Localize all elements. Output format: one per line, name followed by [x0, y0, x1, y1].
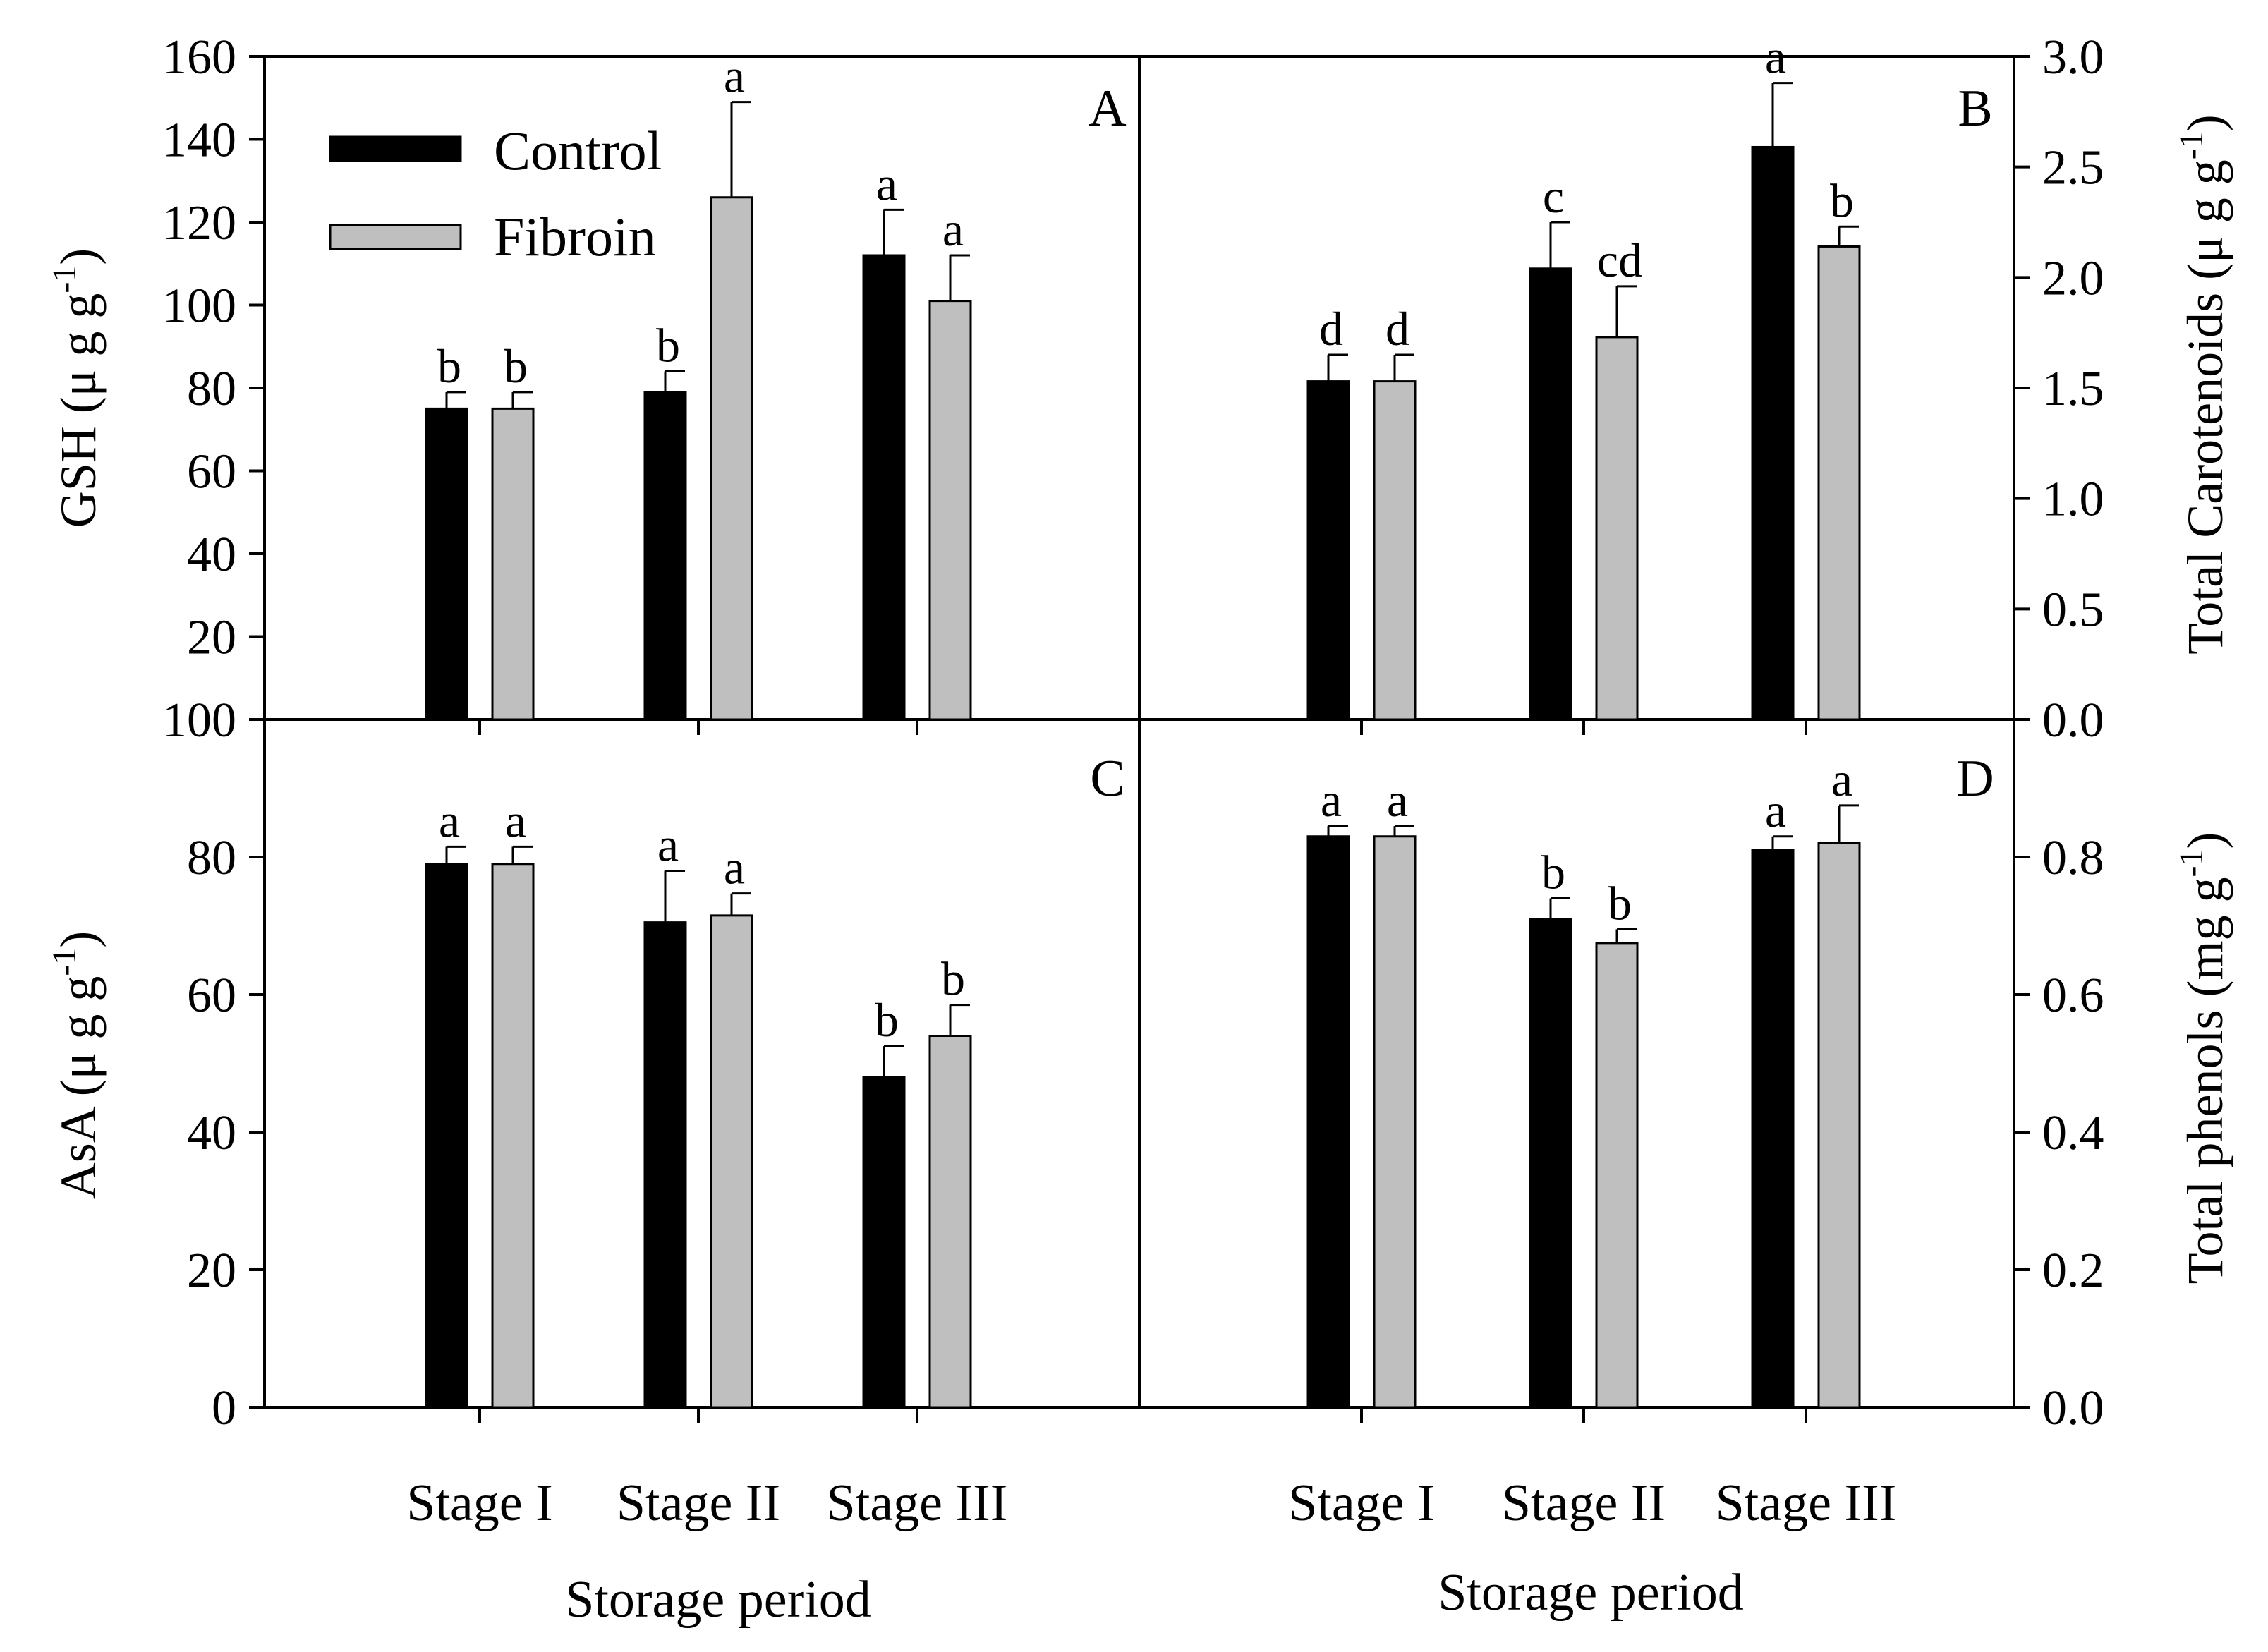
panel-c-ytick-label: 100 — [162, 693, 236, 748]
panel-a-bar-control — [643, 391, 687, 721]
panel-b-bar-control — [1306, 380, 1350, 721]
panel-d-frame — [1138, 718, 2015, 1409]
panel-d-ytick-label: 0.2 — [2042, 1244, 2104, 1298]
panel-a-bar-fibroin — [491, 407, 535, 721]
panel-b-ytick-label: 0.0 — [2042, 693, 2104, 748]
panel-d-significance-letter: a — [1765, 784, 1786, 837]
panel-b-ytick-label: 1.5 — [2042, 362, 2104, 416]
panel-a-ytick-label: 140 — [162, 114, 236, 168]
panel-d-ytick-label: 0.0 — [2042, 1381, 2104, 1435]
panel-d-significance-letter: a — [1831, 753, 1852, 806]
panel-b-significance-letter: cd — [1597, 233, 1642, 287]
panel-c-letter: C — [1090, 750, 1124, 808]
panel-b-letter: B — [1958, 80, 1992, 138]
panel-a-letter: A — [1088, 80, 1126, 138]
panel-c-category-label: Stage II — [617, 1474, 780, 1532]
panel-a-bar-fibroin — [710, 196, 753, 721]
panel-b-significance-letter: b — [1830, 174, 1854, 227]
panel-a-significance-letter: b — [437, 339, 461, 393]
panel-b-significance-letter: a — [1765, 30, 1786, 84]
panel-b-ytick-label: 3.0 — [2042, 30, 2104, 85]
panel-d-bar-fibroin — [1373, 835, 1417, 1409]
panel-c-bar-control — [425, 863, 468, 1409]
panel-a-significance-letter: b — [504, 339, 528, 393]
panel-c-ytick-label: 40 — [187, 1106, 236, 1160]
panel-b-ytick-label: 2.5 — [2042, 141, 2104, 195]
legend-control-label: Control — [494, 120, 662, 181]
panel-c-category-label: Stage I — [406, 1474, 553, 1532]
panel-c-bar-control — [643, 921, 687, 1409]
panel-c-ytick-label: 80 — [187, 831, 236, 885]
panel-d-ylabel: Total phenols (mg g-1) — [2173, 832, 2233, 1284]
panel-d-category-label: Stage I — [1288, 1474, 1435, 1532]
panel-a-ytick-label: 120 — [162, 196, 236, 250]
panel-b-significance-letter: d — [1319, 302, 1343, 356]
panel-a-bar-control — [862, 254, 906, 721]
panel-d-bar-control — [1306, 835, 1350, 1409]
panel-a-significance-letter: a — [876, 157, 897, 210]
panel-c-significance-letter: a — [439, 794, 460, 847]
panel-a-ytick-label: 40 — [187, 528, 236, 582]
panel-b-bar-fibroin — [1817, 245, 1861, 721]
panel-a-ytick-label: 100 — [162, 279, 236, 334]
panel-b-ylabel: Total Carotenoids (μ g g-1) — [2173, 114, 2233, 654]
panel-c-bar-fibroin — [928, 1035, 972, 1409]
panel-c-ytick-label: 20 — [187, 1244, 236, 1298]
panel-d-significance-letter: a — [1387, 773, 1408, 827]
panel-a-significance-letter: b — [656, 319, 680, 372]
panel-d-ytick-label: 0.6 — [2042, 968, 2104, 1023]
panel-c-ytick-label: 0 — [212, 1381, 236, 1435]
panel-c-category-label: Stage III — [827, 1474, 1008, 1532]
panel-d-category-label: Stage III — [1716, 1474, 1897, 1532]
panel-b-bar-fibroin — [1373, 380, 1417, 721]
panel-d-bar-fibroin — [1595, 942, 1639, 1409]
panel-b-significance-letter: d — [1385, 302, 1409, 356]
panel-a-ylabel: GSH (μ g g-1) — [46, 248, 107, 528]
panel-a-bar-fibroin — [928, 300, 972, 721]
panel-a-bar-control — [425, 407, 468, 721]
panel-d-significance-letter: b — [1608, 876, 1632, 930]
right-xlabel: Storage period — [1438, 1564, 1744, 1622]
panel-c-significance-letter: b — [941, 952, 965, 1006]
panel-d-significance-letter: a — [1321, 773, 1342, 827]
panel-d-bar-control — [1529, 918, 1572, 1409]
panel-b-ytick-label: 2.0 — [2042, 251, 2104, 305]
panel-c-ytick-label: 60 — [187, 968, 236, 1023]
panel-a-ytick-label: 80 — [187, 362, 236, 416]
legend-control-swatch — [329, 135, 462, 162]
panel-a-ytick-label: 20 — [187, 611, 236, 665]
panel-c-significance-letter: a — [724, 841, 745, 894]
panel-a-ytick-label: 160 — [162, 30, 236, 85]
panel-a-significance-letter: a — [942, 202, 964, 256]
panel-c-significance-letter: a — [505, 794, 526, 847]
panel-c-significance-letter: b — [875, 993, 899, 1047]
panel-a-ytick-label: 60 — [187, 445, 236, 499]
panel-b-bar-control — [1751, 145, 1795, 721]
panel-c-bar-fibroin — [710, 914, 753, 1409]
panel-b-frame — [1138, 55, 2015, 721]
panel-b-ytick-label: 0.5 — [2042, 583, 2104, 637]
panel-c-bar-fibroin — [491, 863, 535, 1409]
legend-fibroin-swatch — [329, 224, 462, 250]
panel-c-frame — [263, 718, 1141, 1409]
panel-d-letter: D — [1956, 750, 1994, 808]
panel-c-significance-letter: a — [657, 818, 679, 872]
panel-a-significance-letter: a — [724, 49, 745, 103]
panel-b-ytick-label: 1.0 — [2042, 473, 2104, 527]
panel-d-bar-fibroin — [1817, 842, 1861, 1409]
panel-c-bar-control — [862, 1076, 906, 1409]
panel-c-ylabel: AsA (μ g g-1) — [46, 931, 107, 1200]
left-xlabel: Storage period — [565, 1571, 871, 1629]
panel-d-ytick-label: 0.4 — [2042, 1106, 2104, 1160]
legend-fibroin-label: Fibroin — [494, 206, 656, 267]
panel-d-category-label: Stage II — [1502, 1474, 1666, 1532]
panel-d-bar-control — [1751, 849, 1795, 1409]
panel-b-bar-control — [1529, 267, 1572, 721]
panel-b-significance-letter: c — [1543, 169, 1564, 223]
panel-d-ytick-label: 0.8 — [2042, 831, 2104, 885]
panel-d-significance-letter: b — [1541, 846, 1565, 899]
panel-b-bar-fibroin — [1595, 336, 1639, 721]
